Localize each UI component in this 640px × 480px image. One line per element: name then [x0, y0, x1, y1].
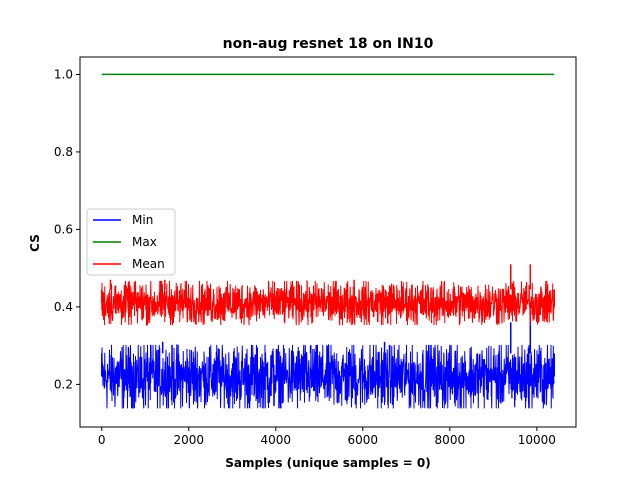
x-tick-label: 6000 [348, 433, 379, 447]
series-line-mean [101, 279, 555, 326]
series-min [101, 310, 555, 409]
legend: Min Max Mean [86, 208, 176, 276]
legend-label-mean: Mean [132, 257, 165, 271]
x-tick-label: 0 [98, 433, 106, 447]
x-axis-label: Samples (unique samples = 0) [225, 456, 431, 470]
legend-label-max: Max [132, 235, 157, 249]
x-tick-label: 10000 [518, 433, 556, 447]
plot-frame [79, 56, 577, 428]
legend-label-min: Min [132, 213, 153, 227]
series-layer [101, 73, 555, 409]
y-tick-label: 0.8 [54, 145, 73, 159]
series-line-min [101, 344, 555, 409]
axis-layer: 0 2000 4000 6000 8000 10000 0.2 0.4 0.6 0.8 1.0 [54, 56, 577, 447]
y-axis-label: CS [28, 234, 42, 252]
y-tick-label: 0.2 [54, 377, 73, 391]
legend-box [86, 208, 176, 276]
x-tick-label: 4000 [261, 433, 292, 447]
y-tick-label: 0.4 [54, 300, 73, 314]
series-mean [101, 264, 555, 326]
chart-title: non-aug resnet 18 on IN10 [223, 36, 434, 52]
y-tick-label: 1.0 [54, 67, 73, 81]
y-tick-label: 0.6 [54, 222, 73, 236]
x-tick-label: 8000 [435, 433, 466, 447]
x-tick-label: 2000 [173, 433, 204, 447]
